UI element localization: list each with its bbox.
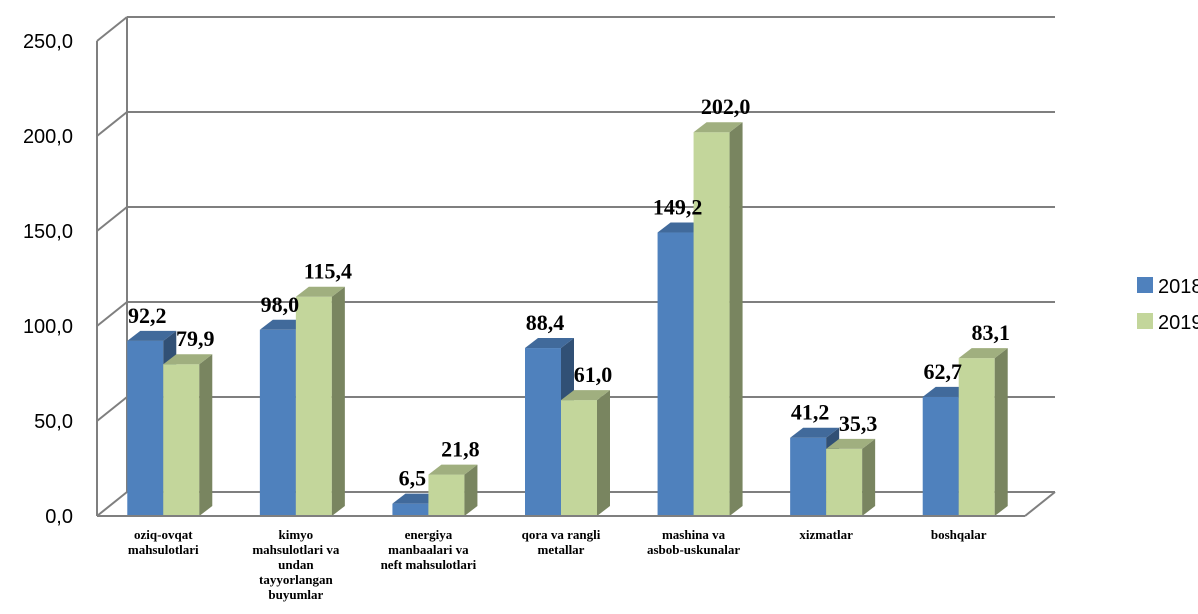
data-label: 149,2 — [653, 195, 703, 220]
y-axis: 0,0 50,0 100,0 150,0 200,0 250,0 — [23, 17, 128, 528]
gridline-diagonal — [96, 396, 128, 422]
bar-top-2018 — [790, 427, 840, 438]
bar-2018 — [525, 348, 561, 516]
bar-2018 — [922, 396, 959, 516]
y-tick-label: 150,0 — [23, 221, 73, 243]
bar-side-2019 — [994, 348, 1008, 516]
bar-2019 — [295, 296, 332, 516]
data-label: 61,0 — [574, 362, 613, 387]
gridline-diagonal — [96, 111, 128, 137]
y-tick-label: 100,0 — [23, 316, 73, 338]
x-axis: oziq-ovqat mahsulotlari kimyo mahsulotlari … — [97, 491, 1056, 602]
x-category-label: qora va rangli metallar — [522, 527, 601, 557]
bar-2019 — [958, 358, 995, 516]
data-label: 83,1 — [971, 320, 1010, 345]
data-label: 98,0 — [261, 292, 300, 317]
bar-side-2019 — [199, 354, 213, 516]
bar-top-2019 — [561, 390, 610, 401]
floor-right-edge — [1024, 491, 1056, 517]
data-label: 79,9 — [176, 326, 215, 351]
x-category-label: mashina va asbob-uskunalar — [647, 527, 740, 557]
bar-2019 — [428, 474, 465, 516]
data-label: 88,4 — [526, 310, 565, 335]
bar-2018 — [657, 232, 694, 516]
bar-2018 — [259, 329, 296, 516]
bar-top-2019 — [163, 354, 213, 365]
data-label: 35,3 — [839, 411, 878, 436]
chart-legend: 2018 2019 — [1137, 276, 1198, 334]
y-tick-label: 250,0 — [23, 31, 73, 53]
data-label: 202,0 — [701, 94, 751, 119]
bar-2019 — [561, 400, 597, 516]
bar-2019 — [163, 364, 200, 516]
bar-top-2019 — [295, 286, 345, 297]
data-label: 21,8 — [441, 437, 480, 462]
data-label: 41,2 — [791, 400, 830, 425]
bar-2018 — [127, 340, 164, 516]
gridline-diagonal — [96, 491, 128, 517]
legend-label: 2018 — [1158, 276, 1198, 298]
bar-side-2019 — [862, 438, 876, 516]
x-category-label: xizmatlar — [799, 527, 853, 542]
bar-top-2019 — [958, 348, 1008, 359]
bar-side-2019 — [597, 390, 610, 516]
data-label: 92,2 — [128, 303, 167, 328]
legend-label: 2019 — [1158, 312, 1198, 334]
x-category-label: energiya manbaalari va neft mahsulotlari — [381, 527, 477, 572]
bar-top-2019 — [693, 122, 743, 133]
bar-side-2019 — [331, 286, 345, 516]
bar-side-2019 — [729, 122, 743, 516]
data-label: 115,4 — [304, 259, 352, 284]
bar-side-2019 — [464, 464, 478, 516]
bar-top-2019 — [826, 438, 876, 449]
bar-top-2018 — [127, 330, 177, 341]
x-category-label: kimyo mahsulotlari va undan tayyorlangan buy… — [252, 527, 340, 602]
data-label: 62,7 — [923, 359, 962, 384]
gridline-diagonal — [96, 301, 128, 327]
bar-top-2019 — [428, 464, 478, 475]
legend-swatch-2019 — [1137, 313, 1153, 329]
x-category-label: boshqalar — [931, 527, 987, 542]
x-category-label: oziq-ovqat mahsulotlari — [128, 527, 199, 557]
gridline-diagonal — [96, 16, 128, 42]
y-tick-label: 200,0 — [23, 126, 73, 148]
legend-swatch-2018 — [1137, 277, 1153, 293]
bar-2018 — [790, 437, 827, 516]
gridline-diagonal — [96, 206, 128, 232]
bar-2018 — [392, 503, 429, 516]
chart-bars — [127, 122, 1008, 516]
bar-2019 — [693, 132, 730, 516]
bar-2019 — [826, 448, 863, 516]
bar-top-2018 — [525, 338, 574, 349]
data-label: 6,5 — [399, 466, 427, 491]
y-tick-label: 0,0 — [45, 506, 73, 528]
y-tick-label: 50,0 — [34, 411, 73, 433]
